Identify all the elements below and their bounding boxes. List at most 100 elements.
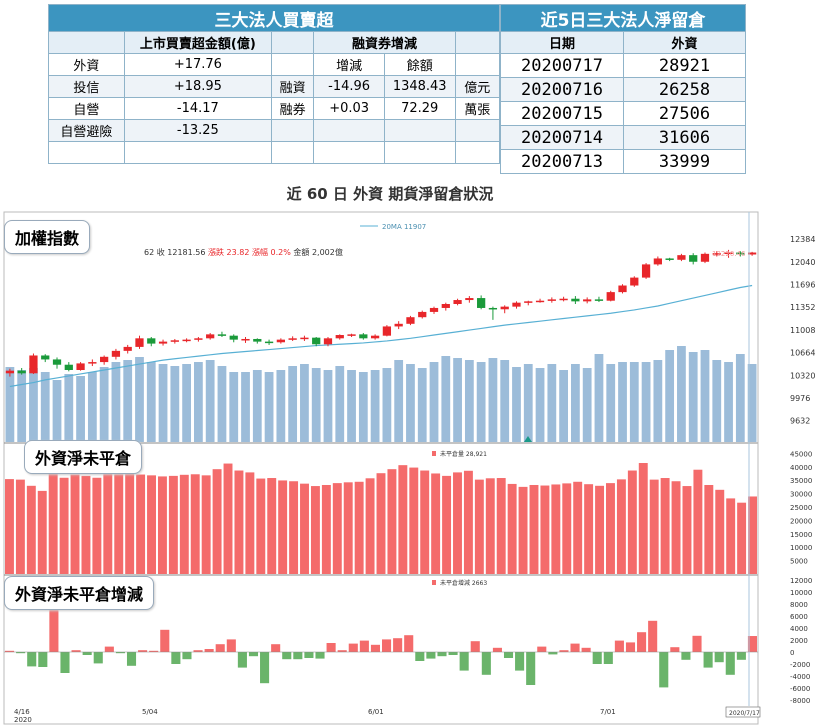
volume-bar xyxy=(170,366,180,442)
candle-body xyxy=(618,285,627,293)
y-tick-label: 11696 xyxy=(790,280,815,289)
cursor-date-box xyxy=(725,706,761,718)
net-change-bar xyxy=(747,636,757,652)
candle-body xyxy=(29,355,38,374)
net-change-bar xyxy=(348,643,358,652)
net-change-bar xyxy=(248,652,259,657)
net-change-bar xyxy=(448,652,458,655)
net-change-bar xyxy=(382,639,392,652)
net-change-bar xyxy=(49,606,59,652)
table-row-label: 外資 xyxy=(48,53,125,76)
net-position-bar xyxy=(289,481,299,574)
volume-bar xyxy=(735,354,745,442)
net-position-bar xyxy=(474,479,484,574)
net-change-bar xyxy=(736,652,746,660)
margin-change: +0.03 xyxy=(313,97,385,120)
candle-body xyxy=(571,298,580,302)
candle-body xyxy=(88,362,97,364)
net-position-bar xyxy=(627,470,637,574)
y-tick-label: 11352 xyxy=(790,303,815,312)
candle-body xyxy=(500,306,509,310)
net-change-bar xyxy=(60,652,70,673)
net-position-bar xyxy=(256,478,266,574)
net-change-bar xyxy=(326,643,336,652)
candle-body xyxy=(241,338,250,341)
net-position-bar xyxy=(179,474,189,574)
value-cell: 31606 xyxy=(623,125,746,150)
net-position-bar xyxy=(529,484,539,574)
candle-body xyxy=(158,341,168,344)
net-position-bar xyxy=(616,479,626,574)
volume-bar xyxy=(135,357,144,442)
net-position-bar xyxy=(606,483,615,574)
net-position-bar xyxy=(496,478,506,574)
net-position-bar xyxy=(278,480,288,574)
net-change-bar xyxy=(160,629,170,652)
net-change-bar xyxy=(359,640,369,652)
volume-bar xyxy=(429,362,439,442)
y-tick-label: 10664 xyxy=(790,349,815,358)
margin-change: -14.96 xyxy=(313,75,385,98)
date-cell: 20200715 xyxy=(500,101,624,126)
table-row-value: -14.17 xyxy=(123,97,272,120)
net-position-bar xyxy=(638,463,648,574)
candle-body xyxy=(394,323,403,327)
y-tick-label: 2000 xyxy=(790,637,808,645)
volume-bar xyxy=(547,364,557,442)
net-position-bar xyxy=(737,502,747,574)
volume-bar xyxy=(64,374,74,442)
net-change-bar xyxy=(670,647,680,652)
net-position-bar xyxy=(245,472,255,574)
candle-body xyxy=(182,339,191,342)
x-tick-label: 6/01 xyxy=(368,708,384,716)
margin-balance: 1348.43 xyxy=(383,75,456,98)
ma-legend: 20MA 11907 xyxy=(382,223,426,231)
y-tick-label: 12384 xyxy=(790,235,815,244)
net-change-bar xyxy=(592,652,602,664)
x-tick-label: 7/01 xyxy=(600,708,616,716)
volume-bar xyxy=(288,366,298,442)
net-position-bar xyxy=(190,474,200,574)
candle-body xyxy=(547,299,556,301)
volume-bar xyxy=(229,372,239,442)
net-position-bar xyxy=(168,475,178,574)
volume-bar xyxy=(264,372,274,442)
candle-body xyxy=(288,338,297,340)
candle-body xyxy=(406,317,415,324)
candle-body xyxy=(17,370,26,374)
candle-body xyxy=(689,255,698,262)
table-title: 近5日三大法人淨留倉 xyxy=(500,4,746,32)
candle-body xyxy=(724,252,733,255)
y-tick-label: 30000 xyxy=(790,491,812,499)
net-change-bar xyxy=(149,650,159,652)
net-change-bar xyxy=(692,635,702,652)
index-info: 62 收 12181.56 漲跌 23.82 漲幅 0.2% 金額 2,002億 xyxy=(144,247,343,257)
net-position-bar xyxy=(332,483,342,574)
net-position-bar xyxy=(693,469,703,574)
net-position-bar xyxy=(409,467,419,574)
y-tick-label: 10320 xyxy=(790,371,815,380)
date-cell: 20200716 xyxy=(500,77,624,102)
candle-body xyxy=(229,335,238,340)
net-change-bar xyxy=(38,652,48,667)
volume-bar xyxy=(653,360,663,442)
y-tick-label: -2000 xyxy=(790,661,810,669)
volume-bar xyxy=(417,368,427,442)
net-change-bar xyxy=(537,646,547,652)
net-change-bar xyxy=(93,652,103,664)
value-cell: 28921 xyxy=(623,53,746,78)
date-cell: 20200717 xyxy=(500,53,624,78)
volume-bar xyxy=(453,358,462,442)
net-position-bar xyxy=(114,474,124,574)
candle-body xyxy=(111,350,121,357)
volume-bar xyxy=(205,360,215,442)
candle-body xyxy=(206,334,215,339)
net-position-bar xyxy=(15,479,25,574)
volume-bar xyxy=(512,367,521,442)
net-change-bar xyxy=(437,652,447,657)
net-change-bar xyxy=(470,641,480,652)
candle-body xyxy=(606,292,615,301)
net-change-bar xyxy=(426,652,436,659)
y-tick-label: 8000 xyxy=(790,601,808,609)
net-position-bar xyxy=(431,473,441,574)
